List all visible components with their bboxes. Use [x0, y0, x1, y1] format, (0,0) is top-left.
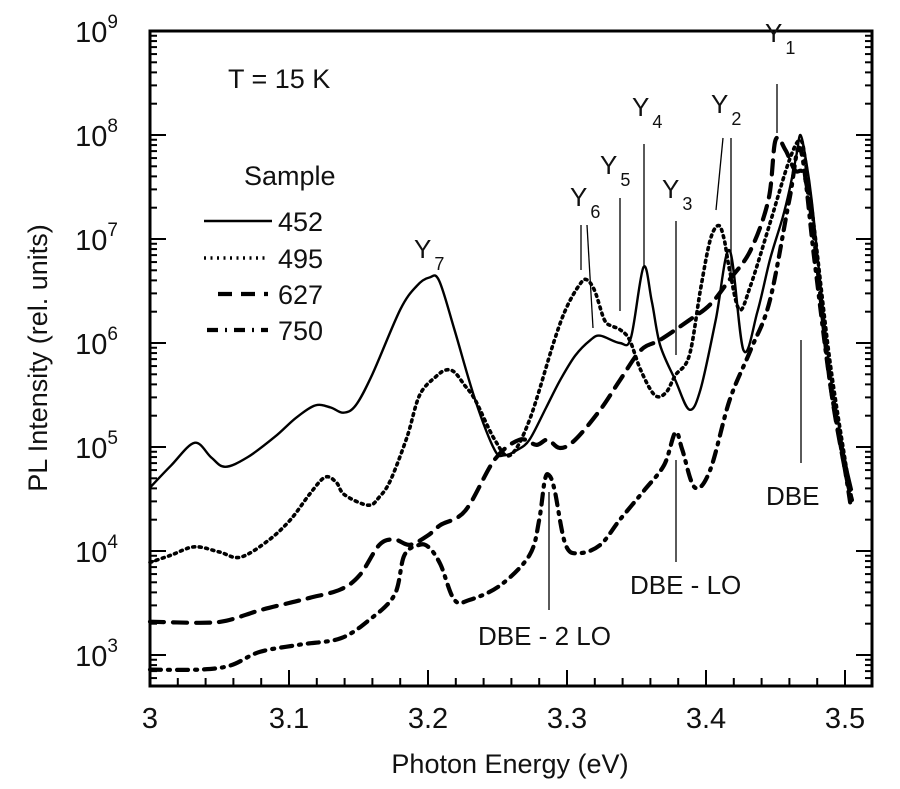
annotation-dbe: DBE — [766, 481, 819, 511]
pointer-line-y2 — [715, 137, 724, 211]
temperature-label: T = 15 K — [228, 64, 330, 94]
y-tick-label: 104 — [75, 532, 118, 569]
x-axis-label: Photon Energy (eV) — [391, 749, 628, 779]
x-axis-ticks: 3 3.1 3.2 3.3 3.4 3.5 — [142, 670, 865, 735]
pointer-line-y6 — [586, 224, 594, 329]
series-line-750 — [147, 145, 853, 673]
y-tick-label: 108 — [75, 116, 118, 153]
annotation-dbe-2lo: DBE - 2 LO — [478, 621, 611, 651]
curves-layer — [147, 133, 854, 673]
legend: 452 495 627 750 — [204, 207, 323, 346]
peak-labels: Y 1 Y 2 Y 3 Y 4Y 5Y 6 Y 7 DBE DBE - LO DBE - 2 LO — [414, 18, 819, 651]
series-line-495 — [148, 138, 854, 565]
x-tick-label: 3.1 — [269, 703, 309, 735]
y-axis-ticks: 103 104 105 106 107 108 109 — [75, 12, 872, 680]
x-tick-label: 3.3 — [547, 703, 587, 735]
y-tick-label: 106 — [75, 324, 118, 361]
x-tick-label: 3.2 — [408, 703, 448, 735]
legend-label-750: 750 — [278, 316, 323, 346]
legend-label-495: 495 — [278, 244, 323, 274]
y-tick-label: 109 — [75, 12, 118, 49]
legend-label-452: 452 — [278, 207, 323, 237]
y-axis-label: PL Intensity (rel. units) — [23, 224, 53, 492]
x-tick-label: 3.5 — [825, 703, 865, 735]
annotation-dbe-lo: DBE - LO — [630, 570, 741, 600]
y-tick-label: 107 — [75, 220, 118, 257]
y-tick-label: 105 — [75, 428, 118, 465]
x-tick-label: 3 — [142, 703, 158, 735]
y-tick-label: 103 — [75, 636, 118, 673]
x-tick-label: 3.4 — [686, 703, 726, 735]
legend-title: Sample — [244, 161, 336, 191]
legend-label-627: 627 — [278, 280, 323, 310]
series-line-627 — [147, 135, 854, 625]
annotation-pointers — [548, 84, 802, 610]
plot-frame — [148, 29, 874, 688]
